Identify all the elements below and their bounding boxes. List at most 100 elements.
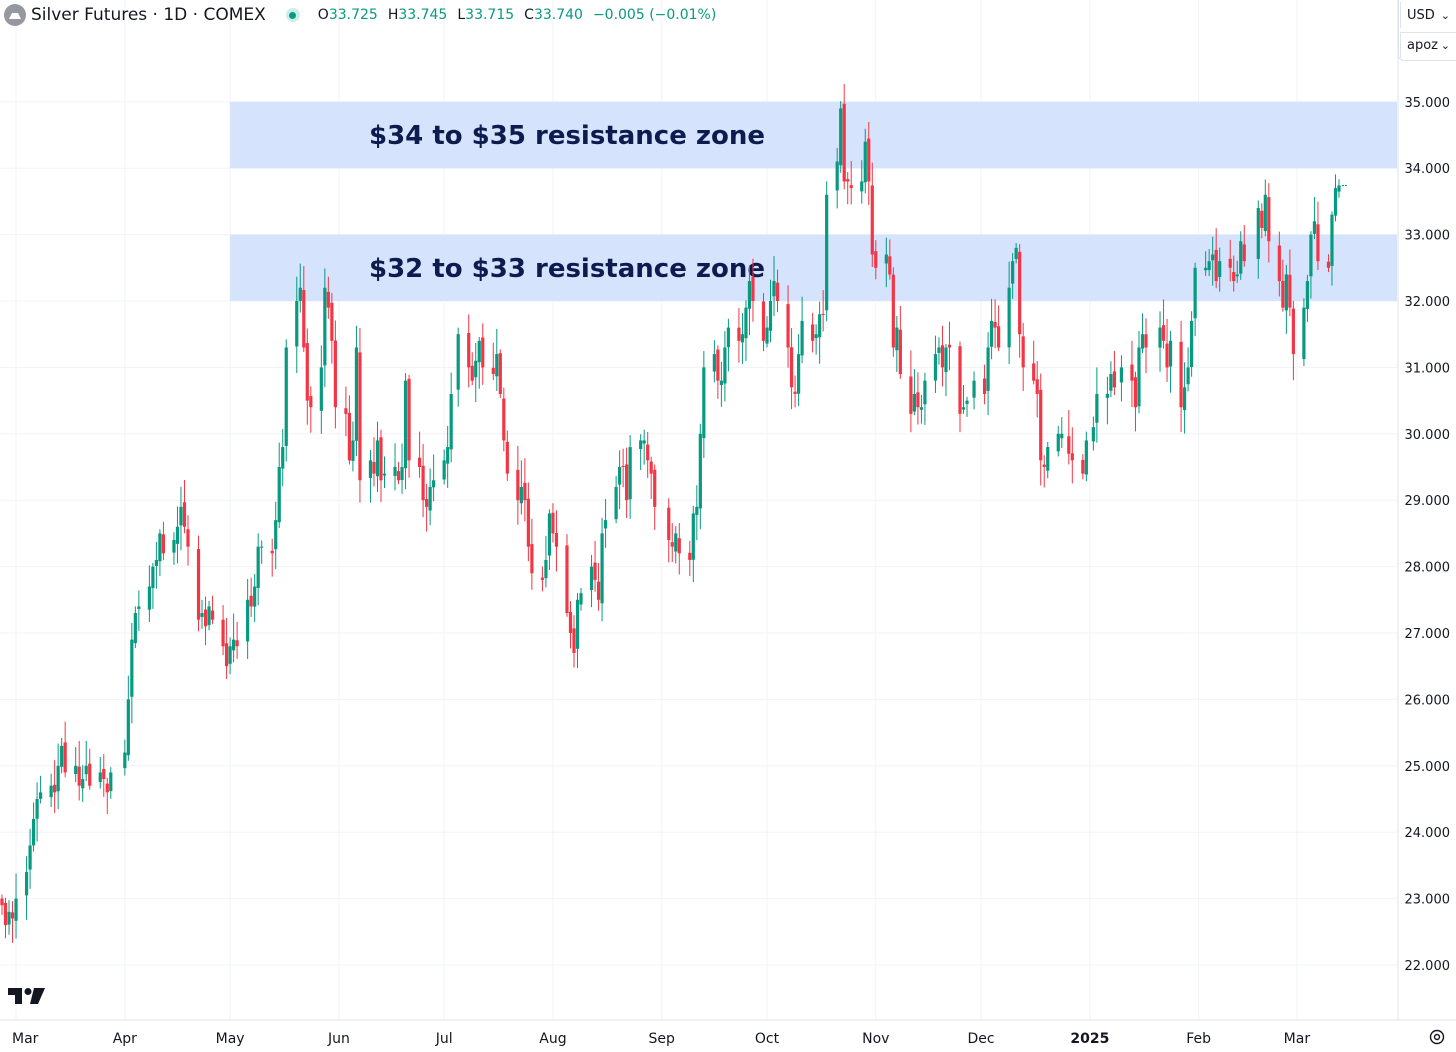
resistance-zone-label: $32 to $33 resistance zone	[369, 254, 765, 284]
candle	[1007, 261, 1011, 365]
candle-series	[0, 83, 1347, 943]
candle	[105, 777, 109, 815]
candle-body	[726, 327, 731, 348]
candle-body	[825, 194, 829, 311]
candle-body	[284, 347, 288, 446]
currency-selector[interactable]: USD ⌄	[1400, 2, 1456, 28]
candle-body	[151, 566, 155, 589]
candle	[382, 456, 387, 489]
time-axis[interactable]: Mar Apr May Jun Jul Aug Sep Oct Nov Dec 2025 Feb Mar	[0, 1019, 1456, 1047]
candle	[688, 540, 692, 577]
candle	[1119, 355, 1124, 402]
candle	[789, 328, 794, 410]
candle	[846, 172, 850, 205]
candle	[396, 462, 401, 485]
candle-body	[603, 520, 608, 529]
candle	[796, 334, 801, 406]
candle	[456, 327, 460, 407]
candle	[49, 773, 53, 808]
candle	[625, 447, 629, 518]
candle-body	[1204, 267, 1208, 271]
candle	[786, 285, 790, 368]
symbol-icon[interactable]	[4, 4, 26, 26]
candle-body	[260, 546, 264, 548]
candle	[800, 296, 804, 364]
candle-body	[811, 324, 815, 341]
candle-body	[1161, 325, 1166, 341]
candle	[323, 268, 327, 388]
candle	[175, 506, 180, 564]
candle-body	[277, 467, 281, 523]
settings-gear-icon[interactable]	[1428, 1028, 1446, 1050]
candle	[596, 563, 601, 611]
candle-body	[523, 482, 527, 501]
candle-body	[158, 533, 162, 562]
price-tick-label: 29.000	[1405, 494, 1451, 509]
currency-label: USD	[1407, 7, 1435, 23]
candle	[421, 443, 425, 518]
tradingview-logo-icon[interactable]	[8, 986, 46, 1010]
candle	[712, 340, 716, 383]
candle-body	[1288, 274, 1292, 308]
candle-body	[775, 282, 780, 301]
candle-body	[747, 281, 752, 309]
candle-body	[432, 480, 436, 488]
candle-body	[1218, 261, 1222, 277]
candle-body	[379, 437, 383, 481]
candle	[818, 301, 822, 364]
candle	[137, 590, 141, 631]
scale-mode-selector[interactable]: apoz ⌄	[1400, 32, 1456, 58]
candle-body	[912, 393, 916, 412]
price-tick-label: 25.000	[1405, 760, 1451, 775]
candle	[997, 305, 1001, 352]
candle-body	[1140, 334, 1145, 349]
candle-body	[972, 380, 976, 398]
candle-body	[1133, 377, 1138, 408]
candle	[474, 342, 478, 403]
candle-body	[182, 502, 187, 527]
candle-body	[24, 872, 29, 896]
candle	[667, 498, 671, 563]
candle	[670, 523, 674, 563]
candle-body	[933, 354, 938, 381]
candle	[1021, 322, 1025, 392]
candle	[467, 314, 471, 388]
candle-body	[228, 646, 232, 664]
candle-body	[123, 752, 127, 769]
candle-body	[860, 181, 864, 192]
candle	[1179, 320, 1183, 433]
candle	[982, 364, 987, 405]
candle-body	[495, 354, 499, 377]
candle	[674, 526, 678, 564]
candle	[481, 323, 485, 385]
candle-body	[554, 532, 559, 547]
candle	[1228, 239, 1232, 282]
symbol-title[interactable]: Silver Futures · 1D · COMEX	[31, 5, 266, 25]
price-tick-label: 27.000	[1405, 627, 1451, 642]
candle-body	[818, 314, 822, 338]
candle	[1014, 243, 1018, 264]
candle	[228, 637, 232, 675]
price-axis[interactable]: 22.000 23.000 24.000 25.000 26.000 27.000 28.0…	[1397, 0, 1451, 1020]
candle	[7, 900, 11, 935]
candle-body	[203, 609, 208, 627]
candle	[253, 573, 257, 622]
candle	[614, 476, 618, 524]
candle-body	[667, 507, 671, 541]
candle	[972, 371, 976, 410]
candle-body	[1007, 287, 1011, 348]
candle-body	[895, 327, 899, 351]
candle-body	[544, 559, 548, 579]
candle-body	[351, 440, 355, 461]
candle	[516, 445, 520, 525]
candle	[53, 760, 57, 813]
candle	[393, 443, 397, 491]
candle	[1218, 247, 1222, 292]
candle-body	[786, 304, 790, 348]
candle-body	[326, 291, 330, 308]
candle	[305, 328, 309, 425]
candle	[775, 269, 780, 313]
candle	[56, 743, 60, 810]
candle-body	[3, 902, 8, 926]
